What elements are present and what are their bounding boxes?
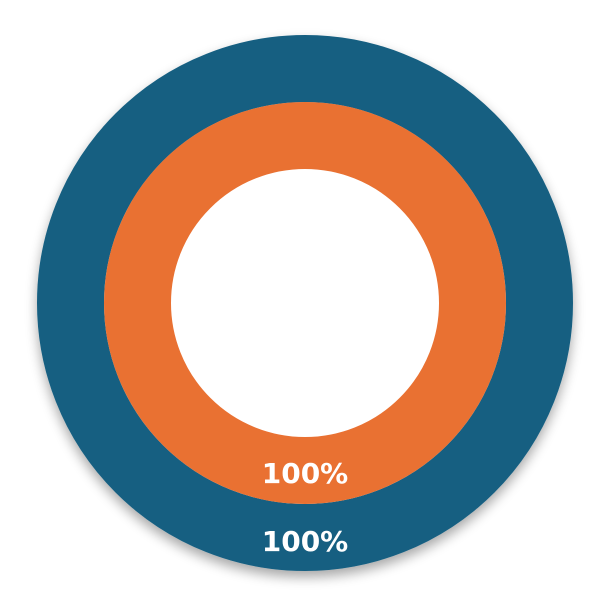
inner-ring-segment xyxy=(104,102,506,504)
outer-ring-label: 100% xyxy=(262,525,349,558)
outer-ring-segment xyxy=(37,35,573,571)
inner-ring-label: 100% xyxy=(262,457,349,490)
